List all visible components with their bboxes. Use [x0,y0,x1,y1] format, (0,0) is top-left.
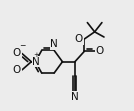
Text: N: N [50,39,58,49]
Text: O: O [13,49,21,58]
Text: +: + [33,52,39,58]
Text: −: − [19,41,25,50]
Text: O: O [13,65,21,75]
Text: O: O [96,46,104,56]
Text: N: N [71,92,79,102]
Text: N: N [32,57,40,67]
Text: O: O [75,34,83,44]
